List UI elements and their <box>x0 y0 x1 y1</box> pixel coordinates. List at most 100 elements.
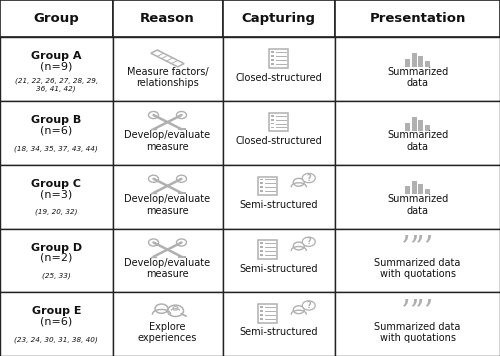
Text: Develop/evaluate
measure: Develop/evaluate measure <box>124 130 210 152</box>
Bar <box>112 101 222 165</box>
Text: (n=3): (n=3) <box>40 189 72 199</box>
Bar <box>271 63 274 65</box>
Bar <box>260 242 263 244</box>
Text: Group E: Group E <box>32 307 81 316</box>
Bar <box>112 37 222 101</box>
Bar <box>335 229 500 292</box>
Text: (21, 22, 26, 27, 28, 29,
36, 41, 42): (21, 22, 26, 27, 28, 29, 36, 41, 42) <box>14 78 98 91</box>
Bar <box>0 37 112 101</box>
Bar <box>260 190 263 192</box>
Text: Explore
experiences: Explore experiences <box>138 321 197 343</box>
Bar <box>418 184 423 194</box>
Text: Measure factors/
relationships: Measure factors/ relationships <box>126 67 208 88</box>
Bar <box>260 310 263 312</box>
Bar <box>405 123 410 131</box>
Bar <box>418 120 423 131</box>
Circle shape <box>302 173 316 183</box>
Bar <box>0 292 112 356</box>
Bar <box>335 165 500 229</box>
Bar <box>405 187 410 194</box>
Text: Group D: Group D <box>30 243 82 253</box>
Bar <box>271 51 274 53</box>
Text: ’’: ’’ <box>401 297 421 328</box>
Text: ?: ? <box>306 237 311 246</box>
Text: Group B: Group B <box>31 115 82 125</box>
Bar <box>258 304 277 323</box>
Bar <box>258 240 277 259</box>
Text: Reason: Reason <box>140 12 195 25</box>
Bar <box>222 292 335 356</box>
Bar <box>271 119 274 121</box>
Bar <box>260 306 263 308</box>
Bar <box>271 55 274 57</box>
Bar <box>271 123 274 125</box>
Bar <box>260 254 263 256</box>
Text: ’’: ’’ <box>415 234 435 265</box>
Bar <box>112 292 222 356</box>
Text: ?: ? <box>306 301 311 310</box>
Bar <box>260 179 263 180</box>
Text: ’’: ’’ <box>401 234 421 265</box>
Bar <box>222 37 335 101</box>
Bar <box>335 37 500 101</box>
Bar <box>425 125 430 131</box>
Bar <box>412 53 417 67</box>
Text: Semi-structured: Semi-structured <box>240 264 318 274</box>
Bar <box>260 187 263 188</box>
Bar <box>260 183 263 184</box>
Bar <box>260 318 263 320</box>
Text: Closed-structured: Closed-structured <box>236 136 322 146</box>
Bar <box>271 115 274 117</box>
Text: (n=6): (n=6) <box>40 316 72 326</box>
Text: (n=2): (n=2) <box>40 253 72 263</box>
Bar <box>0 165 112 229</box>
Bar <box>335 0 500 37</box>
Text: ?: ? <box>306 173 311 183</box>
Text: (25, 33): (25, 33) <box>42 272 70 279</box>
Text: Summarized data
with quotations: Summarized data with quotations <box>374 258 460 279</box>
Bar <box>0 0 112 37</box>
Bar <box>425 61 430 67</box>
Bar <box>222 165 335 229</box>
Text: Summarized
data: Summarized data <box>387 130 448 152</box>
Circle shape <box>302 237 316 246</box>
Text: Group A: Group A <box>31 52 82 62</box>
Text: (19, 20, 32): (19, 20, 32) <box>35 209 78 215</box>
Text: (n=9): (n=9) <box>40 62 72 72</box>
Bar <box>112 0 222 37</box>
Text: Presentation: Presentation <box>370 12 466 25</box>
Bar <box>222 229 335 292</box>
Text: ’’: ’’ <box>415 297 435 328</box>
Text: Summarized
data: Summarized data <box>387 67 448 88</box>
Text: Closed-structured: Closed-structured <box>236 73 322 83</box>
Bar <box>412 181 417 194</box>
Bar <box>418 56 423 67</box>
Bar <box>112 165 222 229</box>
Text: Develop/evaluate
measure: Develop/evaluate measure <box>124 194 210 216</box>
Bar <box>412 117 417 131</box>
Text: Capturing: Capturing <box>242 12 316 25</box>
Text: Group: Group <box>34 12 79 25</box>
Bar <box>271 127 274 129</box>
Bar <box>0 101 112 165</box>
Bar <box>222 101 335 165</box>
Bar <box>260 314 263 316</box>
Bar <box>405 59 410 67</box>
Bar <box>269 49 288 68</box>
Text: Semi-structured: Semi-structured <box>240 200 318 210</box>
Text: Group C: Group C <box>31 179 81 189</box>
Bar <box>260 250 263 252</box>
Text: Semi-structured: Semi-structured <box>240 328 318 337</box>
Text: (n=6): (n=6) <box>40 125 72 135</box>
Bar <box>222 0 335 37</box>
Circle shape <box>302 301 316 310</box>
Bar <box>258 177 277 195</box>
Text: (23, 24, 30, 31, 38, 40): (23, 24, 30, 31, 38, 40) <box>14 336 98 343</box>
Bar <box>425 189 430 194</box>
Bar <box>269 113 288 131</box>
Text: (18, 34, 35, 37, 43, 44): (18, 34, 35, 37, 43, 44) <box>14 145 98 152</box>
Text: Summarized
data: Summarized data <box>387 194 448 216</box>
Text: Summarized data
with quotations: Summarized data with quotations <box>374 321 460 343</box>
Bar <box>112 229 222 292</box>
Bar <box>335 292 500 356</box>
